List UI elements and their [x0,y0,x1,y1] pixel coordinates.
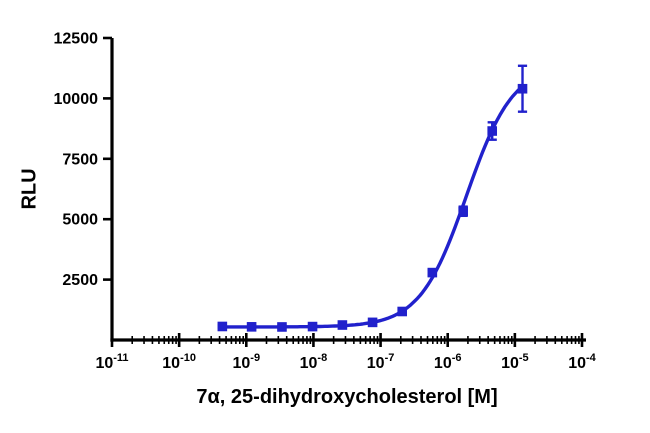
y-axis-tick-label: 12500 [54,31,99,48]
data-point-marker [246,322,257,332]
data-point-marker [367,317,378,328]
y-axis-tick-label: 7500 [62,151,98,168]
x-axis-title: 7α, 25-dihydroxycholesterol [M] [196,386,498,408]
x-axis-tick-label: 10-5 [501,352,529,372]
y-axis-tick-label: 5000 [62,212,98,229]
x-axis-tick-label: 10-10 [162,352,196,372]
data-point-marker [217,321,228,332]
y-axis-title: RLU [18,168,41,210]
y-axis-tick-label: 2500 [62,272,98,289]
x-axis-tick-label: 10-11 [95,352,128,372]
data-point-marker [487,126,498,136]
data-point-marker [277,322,287,332]
data-point-marker [337,320,348,330]
x-axis-tick-label: 10-9 [232,352,260,372]
y-axis-tick-label: 10000 [54,91,99,108]
data-point-marker [427,267,438,278]
data-point-marker [307,321,318,332]
x-axis-tick-label: 10-7 [367,352,395,372]
fit-curve [220,84,525,329]
data-point-marker [458,206,468,217]
x-axis-tick-label: 10-6 [434,352,462,372]
x-axis-tick-label: 10-8 [300,352,328,372]
x-axis-tick-label: 10-4 [568,352,596,372]
data-point-marker [397,306,408,317]
data-point-marker [517,83,528,94]
